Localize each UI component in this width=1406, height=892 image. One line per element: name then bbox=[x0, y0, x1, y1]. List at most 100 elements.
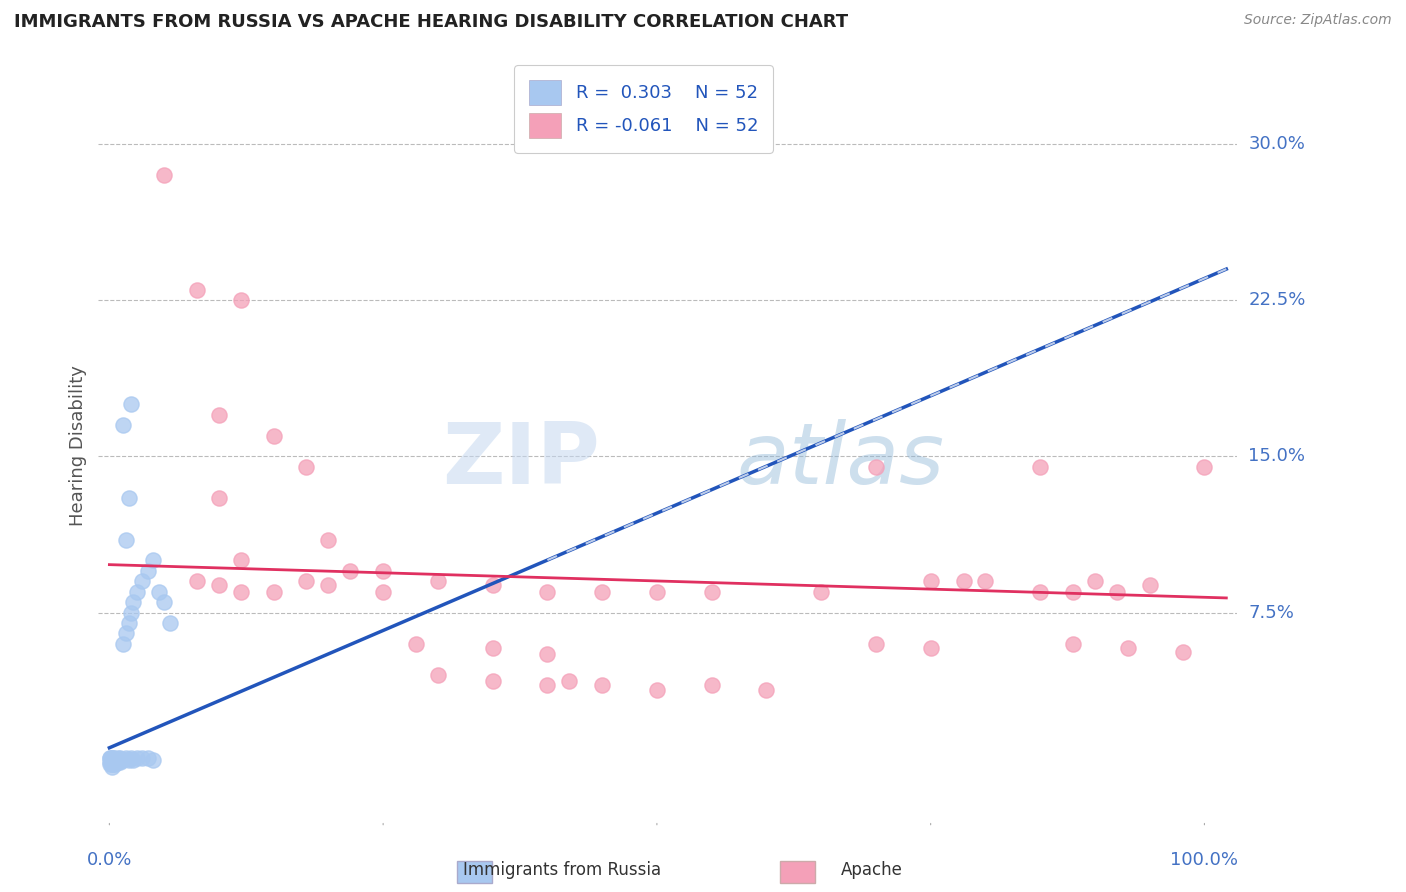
Legend: R =  0.303    N = 52, R = -0.061    N = 52: R = 0.303 N = 52, R = -0.061 N = 52 bbox=[515, 65, 773, 153]
Text: IMMIGRANTS FROM RUSSIA VS APACHE HEARING DISABILITY CORRELATION CHART: IMMIGRANTS FROM RUSSIA VS APACHE HEARING… bbox=[14, 13, 848, 31]
Point bbox=[101, 751, 124, 765]
Point bbox=[1062, 584, 1084, 599]
Point bbox=[229, 553, 252, 567]
Point bbox=[426, 668, 449, 682]
Point bbox=[125, 751, 148, 765]
Text: 30.0%: 30.0% bbox=[1249, 136, 1305, 153]
Point bbox=[120, 751, 142, 765]
Point bbox=[229, 584, 252, 599]
Point bbox=[107, 751, 129, 765]
Text: 100.0%: 100.0% bbox=[1170, 851, 1239, 869]
Point bbox=[339, 564, 361, 578]
Text: Source: ZipAtlas.com: Source: ZipAtlas.com bbox=[1244, 13, 1392, 28]
Point bbox=[1029, 584, 1052, 599]
Point bbox=[153, 595, 176, 609]
Point bbox=[295, 459, 318, 474]
Point bbox=[591, 584, 613, 599]
Point bbox=[111, 418, 134, 433]
Point bbox=[122, 753, 145, 767]
Point bbox=[122, 595, 145, 609]
Point bbox=[952, 574, 974, 589]
Point bbox=[100, 751, 122, 765]
Point bbox=[111, 637, 134, 651]
Point bbox=[208, 491, 231, 505]
Point bbox=[1139, 578, 1161, 592]
Point bbox=[104, 753, 127, 767]
Point bbox=[186, 283, 208, 297]
Point bbox=[1116, 640, 1139, 655]
Point bbox=[110, 756, 132, 770]
Point bbox=[229, 293, 252, 308]
Point bbox=[125, 584, 148, 599]
Point bbox=[920, 640, 942, 655]
Point bbox=[136, 564, 159, 578]
Text: Immigrants from Russia: Immigrants from Russia bbox=[464, 861, 661, 879]
Point bbox=[101, 753, 124, 767]
Point bbox=[100, 756, 122, 770]
Point bbox=[263, 584, 285, 599]
Point bbox=[208, 578, 231, 592]
Point bbox=[920, 574, 942, 589]
Point bbox=[645, 584, 668, 599]
Point bbox=[700, 584, 723, 599]
Point bbox=[1084, 574, 1107, 589]
Point bbox=[118, 491, 141, 505]
Point bbox=[108, 753, 131, 767]
Point bbox=[100, 753, 122, 767]
Point bbox=[104, 753, 127, 767]
Point bbox=[591, 678, 613, 692]
Point bbox=[700, 678, 723, 692]
Point bbox=[100, 759, 122, 773]
Point bbox=[120, 606, 142, 620]
Text: 22.5%: 22.5% bbox=[1249, 292, 1306, 310]
Point bbox=[558, 674, 581, 689]
Point bbox=[107, 756, 129, 770]
Point bbox=[645, 682, 668, 697]
Point bbox=[426, 574, 449, 589]
Point bbox=[104, 757, 127, 772]
Point bbox=[114, 626, 136, 640]
Point bbox=[118, 615, 141, 630]
Point bbox=[974, 574, 997, 589]
Point bbox=[136, 751, 159, 765]
Point bbox=[536, 647, 558, 661]
Point bbox=[318, 533, 340, 547]
Point bbox=[103, 751, 125, 765]
Point bbox=[1062, 637, 1084, 651]
Point bbox=[481, 578, 503, 592]
Point bbox=[148, 584, 170, 599]
Point bbox=[865, 637, 887, 651]
Point bbox=[111, 753, 134, 767]
Point bbox=[118, 753, 141, 767]
Point bbox=[1171, 645, 1194, 659]
Point bbox=[1029, 459, 1052, 474]
Text: 15.0%: 15.0% bbox=[1249, 448, 1305, 466]
Text: ZIP: ZIP bbox=[441, 419, 599, 502]
Point bbox=[104, 756, 127, 770]
Point bbox=[153, 169, 176, 183]
Point bbox=[100, 756, 122, 770]
Point bbox=[371, 584, 394, 599]
Point bbox=[371, 564, 394, 578]
Point bbox=[101, 757, 124, 772]
Point bbox=[131, 574, 153, 589]
Y-axis label: Hearing Disability: Hearing Disability bbox=[69, 366, 87, 526]
Point bbox=[536, 584, 558, 599]
Point bbox=[114, 751, 136, 765]
Point bbox=[1194, 459, 1216, 474]
Point bbox=[131, 751, 153, 765]
Point bbox=[481, 640, 503, 655]
Text: 7.5%: 7.5% bbox=[1249, 604, 1295, 622]
Text: 0.0%: 0.0% bbox=[87, 851, 132, 869]
Point bbox=[142, 553, 165, 567]
Point bbox=[405, 637, 427, 651]
Point bbox=[114, 533, 136, 547]
Point bbox=[186, 574, 208, 589]
Point bbox=[865, 459, 887, 474]
Point bbox=[105, 753, 128, 767]
Point bbox=[810, 584, 832, 599]
Point bbox=[536, 678, 558, 692]
Point bbox=[295, 574, 318, 589]
Point bbox=[208, 408, 231, 422]
Point bbox=[100, 751, 122, 765]
